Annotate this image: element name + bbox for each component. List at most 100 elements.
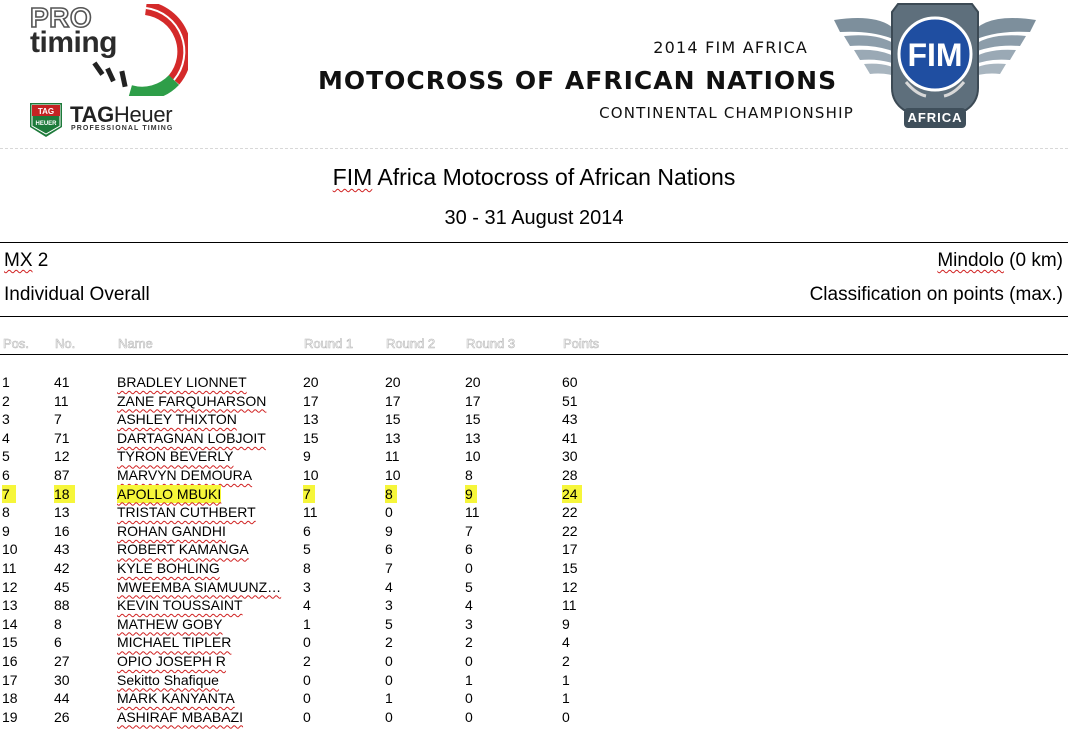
table-row: 9 16 ROHAN GANDHI 6 9 7 22 [0, 522, 1068, 541]
fim-africa-label: AFRICA [907, 110, 963, 125]
round1-points-cell: 0 [303, 634, 311, 651]
round2-points-cell: 5 [385, 615, 393, 632]
position-cell: 11 [2, 559, 17, 576]
rider-name-cell: MWEEMBA SIAMUUNZ… [117, 578, 282, 595]
rider-number-cell: 43 [54, 541, 70, 558]
table-row: 4 71 DARTAGNAN LOBJOIT 15 13 13 41 [0, 429, 1068, 448]
table-row: 14 8 MATHEW GOBY 1 5 3 9 [0, 615, 1068, 634]
round3-points-cell: 11 [465, 504, 480, 521]
total-points-cell: 28 [562, 466, 578, 483]
total-points-cell: 30 [562, 448, 578, 465]
protiming-logo: PRO timing [28, 3, 188, 96]
rider-name-cell: MATHEW GOBY [117, 615, 223, 632]
total-points-cell: 22 [562, 522, 578, 539]
round2-points-cell: 9 [385, 522, 393, 539]
round2-points-cell: 3 [385, 597, 393, 614]
venue: Mindolo (0 km) [937, 250, 1063, 272]
round3-points-cell: 0 [465, 559, 473, 576]
table-row: 8 13 TRISTAN CUTHBERT 11 0 11 22 [0, 503, 1068, 522]
position-cell: 7 [2, 484, 16, 503]
position-cell: 15 [2, 634, 18, 651]
rider-number-cell: 12 [54, 448, 70, 465]
class-name-number: 2 [32, 250, 49, 271]
column-header-round3: Round 3 [466, 336, 516, 352]
round3-points-cell: 0 [465, 690, 473, 707]
tagheuer-tagline: PROFESSIONAL TIMING [71, 125, 174, 132]
results-table: 1 41 BRADLEY LIONNET 20 20 20 60 2 11 ZANE FARQUH… [0, 373, 1068, 726]
round1-points-cell: 4 [303, 597, 311, 614]
results-subtitle: Individual Overall [4, 284, 150, 305]
total-points-cell: 2 [562, 652, 570, 669]
round1-points-cell: 1 [303, 615, 311, 632]
position-cell: 4 [2, 429, 10, 446]
rider-name-cell: APOLLO MBUKI [117, 484, 222, 503]
rider-name-cell: DARTAGNAN LOBJOIT [117, 429, 266, 446]
total-points-cell: 1 [562, 690, 570, 707]
table-row: 13 88 KEVIN TOUSSAINT 4 3 4 11 [0, 596, 1068, 615]
total-points-cell: 4 [562, 634, 570, 651]
round3-points-cell: 4 [465, 597, 473, 614]
rider-number-cell: 30 [54, 671, 70, 688]
round1-points-cell: 8 [303, 559, 311, 576]
round1-points-cell: 2 [303, 652, 311, 669]
round3-points-cell: 10 [465, 448, 481, 465]
total-points-cell: 60 [562, 374, 578, 390]
event-date: 30 - 31 August 2014 [444, 207, 624, 229]
round3-points-cell: 17 [465, 392, 481, 409]
class-name: MX 2 [4, 250, 48, 272]
total-points-cell: 9 [562, 615, 570, 632]
position-cell: 18 [2, 690, 18, 707]
table-row: 11 42 KYLE BOHLING 8 7 0 15 [0, 559, 1068, 578]
rider-name-cell: MARVYN DEMOURA [117, 466, 253, 483]
column-header-round1: Round 1 [304, 336, 354, 352]
event-header: 2014 FIM AFRICA MOTOCROSS OF AFRICAN NAT… [300, 36, 860, 136]
tagheuer-brand-bold: TAG [70, 102, 114, 127]
round1-points-cell: 0 [303, 671, 311, 688]
total-points-cell: 15 [562, 559, 578, 576]
table-row: 3 7 ASHLEY THIXTON 13 15 15 43 [0, 410, 1068, 429]
total-points-cell: 11 [562, 597, 577, 614]
svg-text:HEUER: HEUER [35, 121, 57, 127]
rider-name-cell: MARK KANYANTA [117, 690, 235, 707]
position-cell: 19 [2, 708, 18, 725]
divider-middle [0, 316, 1068, 317]
column-header-points: Points [563, 336, 600, 352]
round2-points-cell: 2 [385, 634, 393, 651]
table-row: 15 6 MICHAEL TIPLER 0 2 2 4 [0, 633, 1068, 652]
rider-number-cell: 7 [54, 411, 62, 428]
rider-name-cell: KEVIN TOUSSAINT [117, 597, 243, 614]
round2-points-cell: 4 [385, 578, 393, 595]
round2-points-cell: 1 [385, 690, 393, 707]
venue-name: Mindolo [937, 250, 1004, 271]
rider-name-cell: ROHAN GANDHI [117, 522, 226, 539]
page-title-fim: FIM [332, 164, 373, 190]
total-points-cell: 51 [562, 392, 578, 409]
rider-name-cell: KYLE BOHLING [117, 559, 220, 576]
total-points-cell: 43 [562, 411, 578, 428]
position-cell: 17 [2, 671, 18, 688]
round2-points-cell: 17 [385, 392, 401, 409]
rider-number-cell: 27 [54, 652, 70, 669]
round1-points-cell: 9 [303, 448, 311, 465]
round3-points-cell: 3 [465, 615, 473, 632]
round2-points-cell: 0 [385, 652, 393, 669]
fim-africa-logo: FIM AFRICA [826, 2, 1044, 132]
round2-points-cell: 15 [385, 411, 401, 428]
rider-number-cell: 41 [54, 374, 70, 390]
svg-text:TAG: TAG [38, 107, 54, 116]
column-header-round2: Round 2 [386, 336, 436, 352]
table-row: 2 11 ZANE FARQUHARSON 17 17 17 51 [0, 392, 1068, 411]
round2-points-cell: 7 [385, 559, 393, 576]
rider-name-cell: TRISTAN CUTHBERT [117, 504, 256, 521]
table-row: 17 30 Sekitto Shafique 0 0 1 1 [0, 671, 1068, 690]
rider-name-cell: ZANE FARQUHARSON [117, 392, 267, 409]
round1-points-cell: 20 [303, 374, 319, 390]
table-row: 18 44 MARK KANYANTA 0 1 0 1 [0, 689, 1068, 708]
round2-points-cell: 0 [385, 504, 393, 521]
round3-points-cell: 9 [465, 484, 477, 503]
table-row: 19 26 ASHIRAF MBABAZI 0 0 0 0 [0, 708, 1068, 727]
round3-points-cell: 6 [465, 541, 473, 558]
tagheuer-brand-light: Heuer [113, 102, 173, 127]
rider-number-cell: 42 [54, 559, 70, 576]
rider-name-cell: ROBERT KAMANGA [117, 541, 249, 558]
